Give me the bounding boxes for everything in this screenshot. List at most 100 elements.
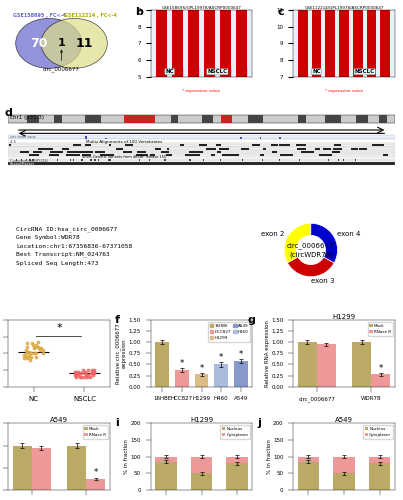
Point bbox=[77, 372, 84, 380]
Bar bbox=[356, 154, 365, 156]
Point bbox=[37, 346, 44, 354]
Text: b: b bbox=[135, 6, 143, 16]
Bar bbox=[125, 160, 127, 161]
Bar bbox=[372, 151, 382, 153]
Bar bbox=[243, 151, 247, 153]
Bar bbox=[221, 116, 233, 124]
Text: * expression value: * expression value bbox=[325, 88, 363, 92]
Point bbox=[90, 368, 97, 376]
Point bbox=[32, 342, 39, 350]
Bar bbox=[95, 160, 96, 161]
Bar bbox=[268, 154, 276, 156]
Point bbox=[91, 370, 97, 378]
Point bbox=[32, 341, 39, 349]
Bar bbox=[155, 462, 177, 490]
Text: g: g bbox=[247, 314, 255, 324]
Bar bbox=[248, 116, 264, 124]
Text: 70: 70 bbox=[30, 37, 48, 50]
Point bbox=[73, 368, 79, 376]
Title: GSE112214/GPL19978/ASCRP0000647: GSE112214/GPL19978/ASCRP0000647 bbox=[304, 6, 384, 10]
Text: Common dbSNP(155): Common dbSNP(155) bbox=[10, 159, 48, 163]
Bar bbox=[77, 151, 89, 153]
Bar bbox=[67, 154, 69, 156]
Bar bbox=[247, 160, 248, 161]
Bar bbox=[325, 116, 341, 124]
Bar bbox=[339, 0, 349, 76]
Bar bbox=[276, 151, 281, 153]
Bar bbox=[38, 154, 46, 156]
Bar bbox=[214, 364, 228, 386]
Point bbox=[29, 341, 36, 349]
Bar bbox=[37, 151, 45, 153]
Bar bbox=[309, 148, 318, 150]
Ellipse shape bbox=[16, 18, 82, 68]
Bar bbox=[291, 151, 299, 153]
Point bbox=[35, 342, 42, 350]
Bar bbox=[64, 160, 66, 161]
Bar bbox=[98, 160, 99, 161]
Point bbox=[31, 344, 37, 352]
Bar bbox=[191, 456, 212, 473]
Bar bbox=[38, 151, 48, 153]
Bar bbox=[226, 464, 248, 490]
Bar bbox=[307, 154, 317, 156]
Bar bbox=[247, 154, 257, 156]
Bar bbox=[138, 144, 145, 146]
Point bbox=[36, 344, 43, 352]
Wedge shape bbox=[284, 224, 311, 263]
Bar bbox=[363, 160, 364, 161]
Bar bbox=[321, 154, 331, 156]
Bar bbox=[204, 66, 215, 76]
Title: H1299: H1299 bbox=[332, 314, 355, 320]
Bar bbox=[380, 116, 387, 124]
Point bbox=[80, 366, 86, 374]
Point bbox=[85, 371, 91, 379]
Legend: Mock, RNase R: Mock, RNase R bbox=[83, 426, 108, 439]
Bar bbox=[188, 0, 199, 76]
Bar bbox=[220, 0, 231, 76]
Bar bbox=[15, 151, 21, 153]
Bar bbox=[333, 474, 355, 490]
Bar bbox=[236, 66, 247, 76]
Bar bbox=[162, 144, 170, 146]
Text: -4.5: -4.5 bbox=[10, 140, 17, 143]
Point bbox=[39, 346, 46, 354]
Bar bbox=[339, 151, 342, 153]
Bar bbox=[300, 151, 308, 153]
Point bbox=[85, 366, 91, 374]
Bar bbox=[233, 154, 236, 156]
Bar bbox=[156, 66, 167, 76]
Point bbox=[72, 368, 78, 376]
Text: *: * bbox=[379, 364, 383, 372]
Bar bbox=[67, 446, 86, 490]
Bar bbox=[8, 162, 395, 164]
Bar bbox=[220, 66, 231, 76]
Bar bbox=[330, 151, 341, 153]
Bar bbox=[298, 342, 317, 386]
Wedge shape bbox=[311, 224, 337, 263]
Bar bbox=[351, 154, 355, 156]
Point bbox=[26, 348, 33, 356]
Bar bbox=[190, 151, 198, 153]
Bar bbox=[305, 148, 308, 150]
Bar bbox=[162, 154, 165, 156]
Bar bbox=[312, 0, 321, 76]
Text: NSCLC: NSCLC bbox=[355, 69, 375, 74]
Bar bbox=[105, 136, 107, 138]
Bar bbox=[124, 116, 155, 124]
Point bbox=[75, 371, 81, 379]
Text: circ_0006677
(circWDR78): circ_0006677 (circWDR78) bbox=[287, 242, 334, 258]
Bar bbox=[8, 148, 395, 150]
Ellipse shape bbox=[41, 18, 107, 68]
Bar bbox=[21, 160, 22, 161]
Text: 11: 11 bbox=[76, 37, 93, 50]
Legend: 16HBE, HCC827, H1299, A549, H460: 16HBE, HCC827, H1299, A549, H460 bbox=[208, 322, 250, 342]
Bar bbox=[355, 154, 359, 156]
Bar bbox=[367, 0, 376, 76]
Y-axis label: % in fraction: % in fraction bbox=[266, 439, 272, 474]
Bar bbox=[133, 148, 143, 150]
Text: NC: NC bbox=[312, 69, 321, 74]
Bar bbox=[56, 160, 58, 161]
Point bbox=[82, 368, 89, 376]
Bar bbox=[328, 144, 331, 146]
